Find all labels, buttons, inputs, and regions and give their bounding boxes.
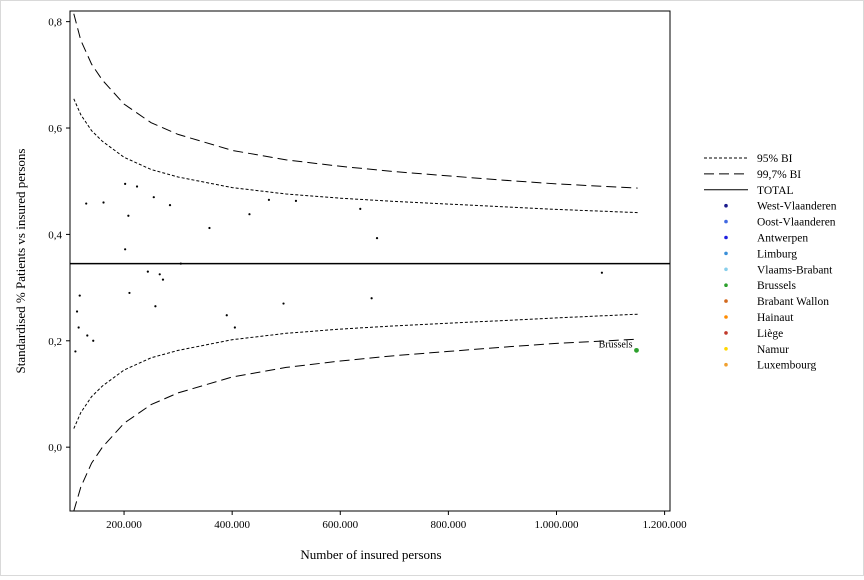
data-point <box>370 297 373 300</box>
x-tick-label: 1.000.000 <box>534 519 579 531</box>
legend-dot-swatch <box>724 362 728 367</box>
data-point <box>146 270 149 273</box>
legend-dot-swatch <box>724 219 728 224</box>
legend-item-label: 99,7% BI <box>757 169 801 181</box>
legend: 95% BI 99,7% BI TOTAL West-Vlaanderen Oost-V… <box>704 153 837 372</box>
data-point <box>127 214 130 217</box>
data-point <box>86 334 89 337</box>
data-point <box>179 262 182 265</box>
legend-item-label: Brussels <box>757 280 797 292</box>
data-point <box>154 305 157 308</box>
x-tick-label: 800.000 <box>431 519 467 531</box>
bi997-upper-line <box>73 13 638 189</box>
legend-item-label: West-Vlaanderen <box>757 201 837 213</box>
data-point <box>208 226 211 230</box>
data-point <box>152 196 155 199</box>
y-tick-label: 0,8 <box>48 17 62 29</box>
legend-dot-swatch <box>724 331 728 335</box>
data-point <box>158 273 161 276</box>
legend-dot-swatch <box>724 267 728 272</box>
x-axis-label: Number of insured persons <box>300 547 441 562</box>
data-point <box>248 213 251 216</box>
legend-item-label: TOTAL <box>757 185 794 197</box>
y-tick-label: 0,4 <box>48 229 62 241</box>
legend-dot-swatch <box>724 299 728 303</box>
legend-item-label: Brabant Wallon <box>757 296 829 308</box>
y-axis-label: Standardised % Patients vs insured perso… <box>13 149 28 374</box>
data-point <box>359 207 362 210</box>
data-point <box>85 202 88 205</box>
data-point <box>124 248 127 251</box>
plot-area-border <box>69 10 671 512</box>
data-point <box>124 182 127 185</box>
data-point <box>135 185 139 188</box>
data-point <box>375 237 379 240</box>
bi95-upper-line <box>73 98 638 214</box>
bi997-lower-line <box>73 338 638 512</box>
data-point <box>128 291 131 295</box>
data-point <box>282 302 285 305</box>
legend-item-label: Hainaut <box>757 312 794 324</box>
y-tick-label: 0,6 <box>48 123 62 135</box>
y-tick-label: 0,0 <box>48 442 62 454</box>
data-point <box>168 204 172 207</box>
data-point <box>74 350 77 353</box>
legend-item-label: Liège <box>757 328 783 340</box>
x-tick-label: 600.000 <box>322 519 358 531</box>
x-tick-label: 200.000 <box>106 519 142 531</box>
data-point <box>102 201 105 204</box>
data-point <box>77 326 80 329</box>
data-point <box>92 339 95 342</box>
brussels-label: Brussels <box>599 339 633 350</box>
data-point <box>75 310 79 313</box>
x-tick-label: 400.000 <box>214 519 250 531</box>
legend-item-label: Antwerpen <box>757 233 808 245</box>
x-tick-label: 1.200.000 <box>643 519 688 531</box>
legend-item-label: Namur <box>757 344 789 356</box>
data-point <box>78 294 81 297</box>
data-point <box>267 198 271 201</box>
legend-dot-swatch <box>724 203 728 208</box>
legend-item-label: Limburg <box>757 248 797 260</box>
data-point <box>225 314 228 317</box>
legend-item-label: Luxembourg <box>757 360 816 372</box>
data-point <box>161 278 165 281</box>
data-point <box>294 199 298 202</box>
data-point <box>233 326 236 329</box>
legend-dot-swatch <box>724 347 728 351</box>
legend-dot-swatch <box>724 283 728 288</box>
legend-item-label: Oost-Vlaanderen <box>757 217 836 229</box>
legend-dot-swatch <box>724 235 728 240</box>
data-point <box>600 271 603 274</box>
legend-dot-swatch <box>724 315 728 319</box>
legend-dot-swatch <box>724 251 728 256</box>
legend-item-label: Vlaams-Brabant <box>757 264 833 276</box>
bi95-lower-line <box>73 313 638 429</box>
y-tick-label: 0,2 <box>48 336 62 348</box>
legend-item-label: 95% BI <box>757 153 793 165</box>
brussels-point <box>634 347 639 353</box>
